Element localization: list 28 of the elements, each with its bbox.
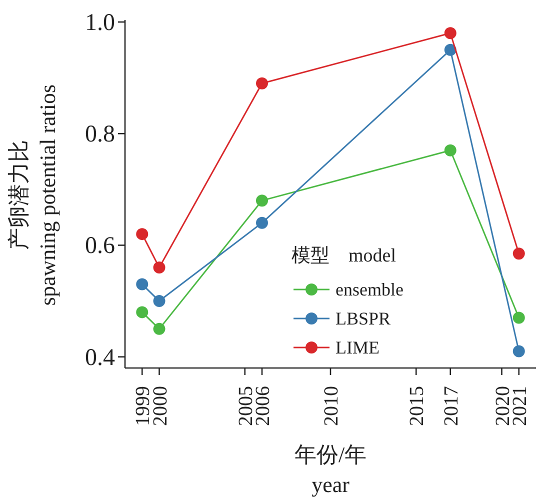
point xyxy=(136,278,148,290)
legend-title: 模型 model xyxy=(292,246,396,266)
x-axis-title: 年份/年 year xyxy=(294,442,367,497)
legend-label: ensemble xyxy=(336,280,404,300)
y-axis-title: 产卵潜力比 spawning potential ratios xyxy=(6,84,60,306)
point xyxy=(512,345,525,358)
point xyxy=(153,295,166,308)
legend-label: LIME xyxy=(336,338,380,358)
point xyxy=(256,77,268,90)
point xyxy=(512,312,525,324)
point xyxy=(153,262,166,274)
y-tick-label: 1.0 xyxy=(85,10,115,36)
legend-label: LBSPR xyxy=(336,308,391,328)
x-tick-label: 2017 xyxy=(440,386,462,426)
y-tick-label: 0.4 xyxy=(85,344,115,371)
point xyxy=(444,144,456,156)
point xyxy=(256,216,268,229)
point xyxy=(444,27,456,40)
point xyxy=(136,228,148,240)
point xyxy=(136,306,148,318)
x-tick-label: 2015 xyxy=(406,386,428,426)
x-tick-label: 2010 xyxy=(320,386,342,426)
point xyxy=(256,194,268,207)
y-tick-label: 0.6 xyxy=(85,233,115,260)
point xyxy=(444,44,456,56)
point xyxy=(512,248,525,260)
y-tick-label: 0.8 xyxy=(85,122,115,148)
point xyxy=(153,322,166,335)
